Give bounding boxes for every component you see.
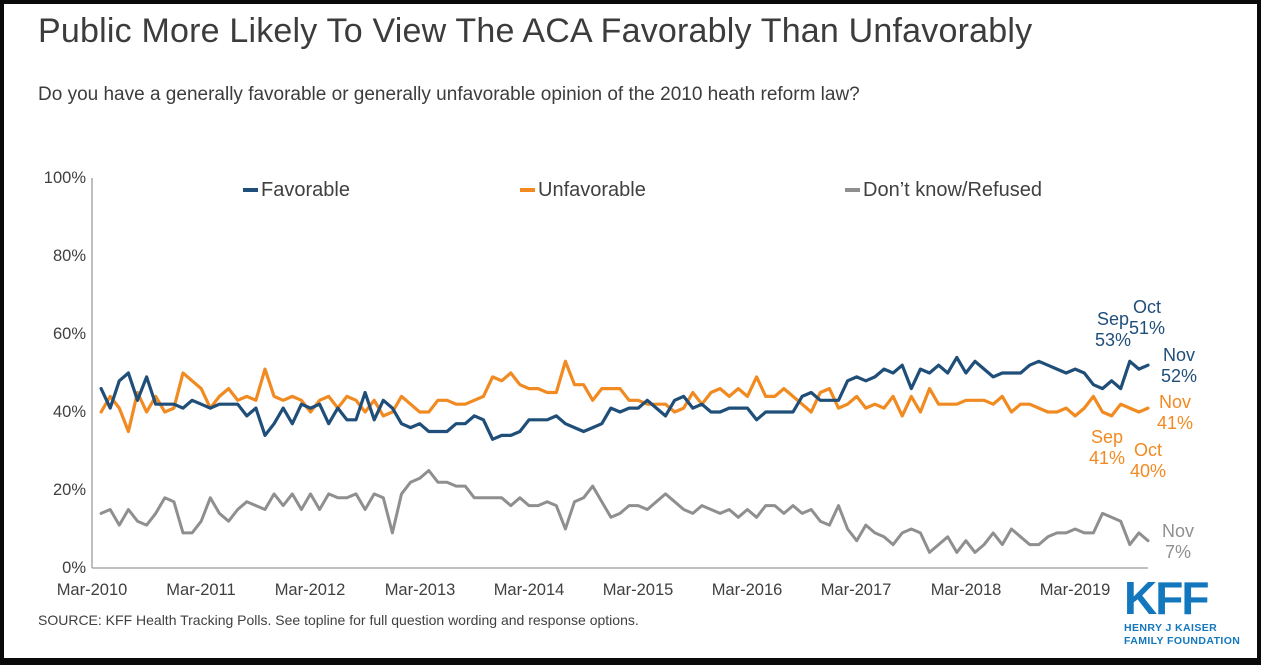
annotation-favorable-sep: Sep 53%	[1094, 309, 1132, 350]
y-axis-label-60: 60%	[52, 325, 86, 343]
annotation-unfavorable-sep: Sep 41%	[1088, 427, 1126, 468]
x-axis-label-2015: Mar-2015	[602, 581, 674, 599]
annotation-favorable-oct: Oct 51%	[1128, 297, 1166, 338]
kff-logo-line2: FAMILY FOUNDATION	[1124, 634, 1241, 647]
unfavorable-line	[99, 359, 1150, 434]
x-axis-label-2011: Mar-2011	[166, 581, 236, 599]
y-axis-label-40: 40%	[52, 403, 86, 421]
y-axis-label-0: 0%	[62, 559, 86, 577]
kff-logo: KFF HENRY J KAISER FAMILY FOUNDATION	[1124, 572, 1254, 648]
y-axis-label-100: 100%	[43, 169, 86, 187]
dont-know-line	[99, 469, 1150, 554]
x-axis-label-2013: Mar-2013	[384, 581, 456, 599]
kff-logo-line1: HENRY J KAISER	[1124, 622, 1218, 635]
y-axis-label-20: 20%	[52, 481, 86, 499]
x-axis-label-2019: Mar-2019	[1039, 581, 1111, 599]
dont-know-line-swatch-icon	[845, 188, 860, 192]
annotation-dont-know-nov: Nov 7%	[1161, 521, 1194, 562]
x-axis-label-2012: Mar-2012	[274, 581, 346, 599]
legend-label-unfavorable: Unfavorable	[538, 178, 646, 201]
favorable-line	[99, 355, 1150, 441]
source-note: SOURCE: KFF Health Tracking Polls. See t…	[38, 612, 639, 628]
legend-item-unfavorable: Unfavorable	[520, 178, 646, 202]
annotation-favorable-nov: Nov 52%	[1160, 345, 1198, 386]
x-axis-label-2016: Mar-2016	[711, 581, 783, 599]
x-axis-label-2014: Mar-2014	[493, 581, 565, 599]
chart-title: Public More Likely To View The ACA Favor…	[38, 12, 1033, 50]
annotation-unfavorable-oct: Oct 40%	[1129, 440, 1167, 481]
favorable-line-swatch-icon	[243, 188, 258, 192]
x-axis-label-2010: Mar-2010	[56, 581, 128, 599]
legend-label-dont-know: Don’t know/Refused	[863, 178, 1042, 201]
kff-logo-text: KFF	[1124, 572, 1209, 624]
x-axis-label-2017: Mar-2017	[820, 581, 892, 599]
legend-item-favorable: Favorable	[243, 178, 350, 202]
annotation-unfavorable-nov: Nov 41%	[1156, 392, 1194, 433]
y-axis-label-80: 80%	[52, 247, 86, 265]
legend-label-favorable: Favorable	[261, 178, 350, 201]
chart-subtitle: Do you have a generally favorable or gen…	[38, 84, 860, 105]
x-axis-label-2018: Mar-2018	[930, 581, 1002, 599]
unfavorable-line-swatch-icon	[520, 188, 535, 192]
legend-item-dont-know: Don’t know/Refused	[845, 178, 1042, 202]
